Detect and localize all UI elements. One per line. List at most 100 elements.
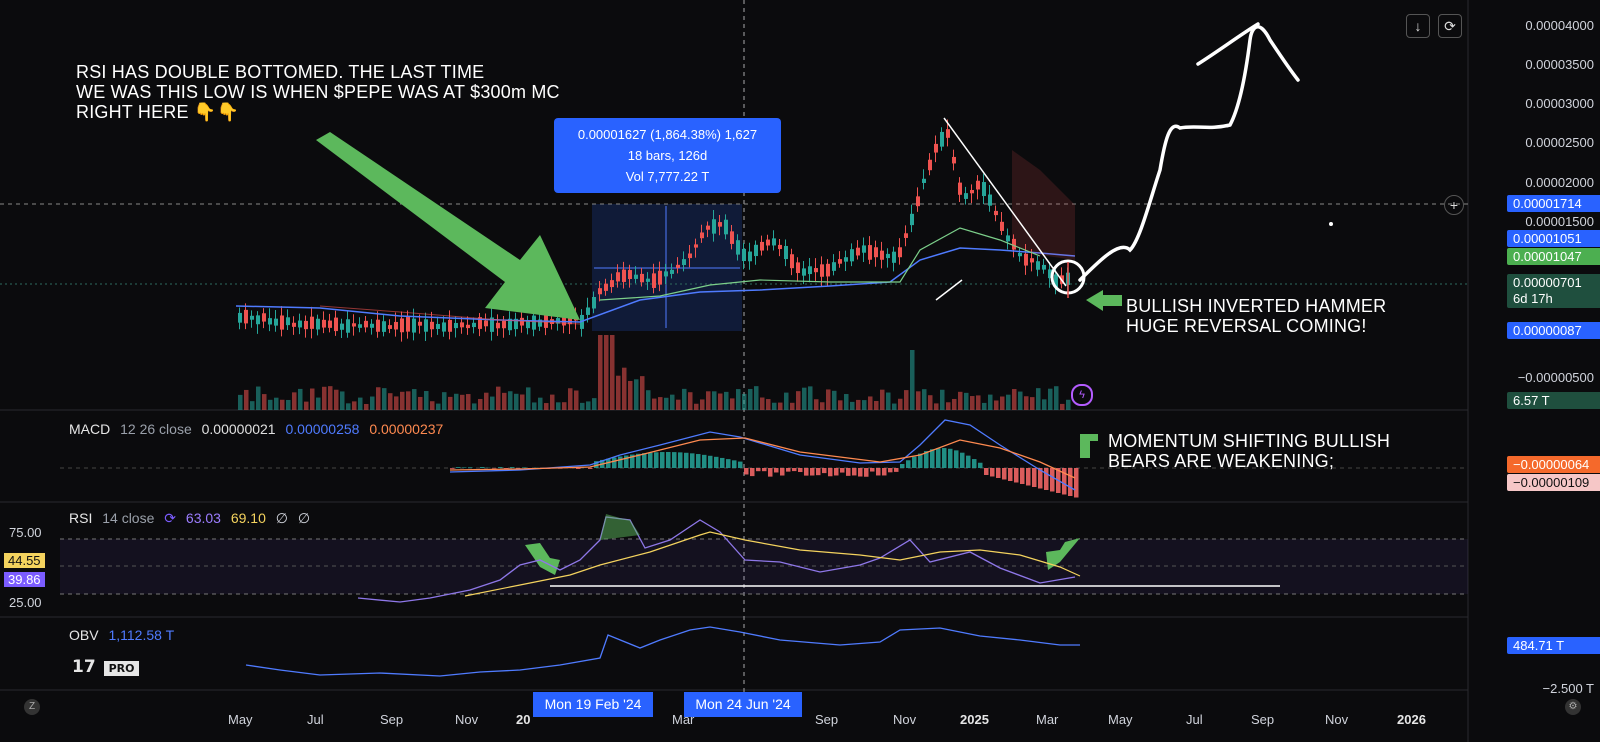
volume-bar [862,400,867,410]
candle-body [820,264,824,277]
macd-bar [1068,468,1073,496]
volume-bar [958,391,963,410]
candle-body [700,232,704,239]
macd-bar [1050,468,1055,492]
rsi-level-tag: 39.86 [4,572,45,587]
candle-body [814,268,818,273]
candle-body [346,319,350,333]
macd-tag: −0.00000064 [1507,456,1600,473]
candle-body [880,250,884,260]
macd-bar [702,454,707,468]
rsi-level-label: 75.00 [9,525,42,540]
download-icon[interactable]: ↓ [1406,14,1430,38]
volume-bar [598,335,603,410]
volume-bar [574,390,579,410]
candle-body [988,194,992,206]
volume-bar [262,394,267,410]
macd-bar [1014,468,1019,483]
x-tick-label: 2025 [960,712,989,727]
candle-body [886,253,890,259]
volume-bar [946,402,951,410]
volume-bar [994,400,999,410]
pro-badge: PRO [103,661,140,676]
add-icon[interactable]: + [1444,195,1464,215]
y-tick-label: −0.00000500 [1517,370,1594,385]
volume-bar [328,386,333,410]
obv-title: OBV [69,627,99,643]
volume-bar [742,393,747,410]
candle-body [844,257,848,262]
macd-bar [618,456,623,468]
candle-body [376,319,380,332]
macd-bar [708,455,713,468]
macd-bar [510,467,515,468]
candle-body [286,317,290,326]
macd-bar [744,468,749,475]
volume-bar [460,394,465,410]
volume-bar [1036,388,1041,410]
macd-title: MACD [69,421,111,437]
candle-body [340,323,344,330]
macd-bar [648,452,653,468]
annotation-arrow [1080,434,1098,458]
refresh-icon[interactable]: ⟳ [1438,14,1462,38]
candle-body [712,219,716,234]
rsi-legend: RSI 14 close ⟳ 63.03 69.10 ∅ ∅ [69,510,316,527]
macd-bar [720,457,725,468]
volume-bar [490,396,495,410]
macd-bar [480,467,485,468]
measure-line: Vol 7,777.22 T [625,169,710,184]
candle-body [784,245,788,260]
macd-bar [984,468,989,475]
volume-bar [964,392,969,410]
annotation-top-left: RSI HAS DOUBLE BOTTOMED. THE LAST TIME W… [76,62,560,122]
candle-body [772,238,776,246]
candle-body [262,313,266,322]
candle-body [388,325,392,329]
candle-body [892,251,896,263]
volume-bar [520,394,525,410]
alert-icon[interactable]: ϟ [1071,384,1093,406]
candle-body [508,318,512,331]
x-tick-label: 2026 [1397,712,1426,727]
macd-bar [816,468,821,476]
candle-body [688,253,692,259]
volume-bar [298,388,303,410]
settings-icon[interactable]: ⚙ [1565,699,1581,715]
volume-bar [442,392,447,410]
ichimoku-cloud [1012,150,1075,260]
candle-body [982,182,986,197]
volume-bar [658,397,663,410]
rsi-ma-line [464,531,1081,597]
volume-bar [754,386,759,410]
rsi-value: 63.03 [185,510,221,526]
macd-bar [714,456,719,468]
annotation-hammer: BULLISH INVERTED HAMMER HUGE REVERSAL CO… [1126,296,1386,336]
volume-bar [820,402,825,410]
annotation-line: RSI HAS DOUBLE BOTTOMED. THE LAST TIME [76,62,485,82]
x-tick-label: Nov [1325,712,1349,727]
volume-bar [256,386,261,410]
volume-bar [688,392,693,410]
candle-body [616,272,620,282]
volume-bar [358,397,363,410]
obv-line [245,626,1080,677]
prediction-path [1196,22,1260,66]
obv-value: 1,112.58 T [108,627,175,643]
volume-bar [310,388,315,410]
candle-body [472,322,476,328]
volume-bar [772,402,777,410]
candle-body [766,239,770,246]
volume-bar [784,392,789,410]
candle-body [826,263,830,277]
macd-bar [906,460,911,468]
candle-body [898,247,902,258]
volume-bar [418,396,423,410]
rsi-settings-icon[interactable]: ⟳ [164,510,177,526]
timezone-icon[interactable]: Z [24,699,40,715]
macd-bar [810,468,815,476]
macd-bar [654,452,659,468]
volume-bar [694,403,699,410]
volume-bar [316,397,321,410]
